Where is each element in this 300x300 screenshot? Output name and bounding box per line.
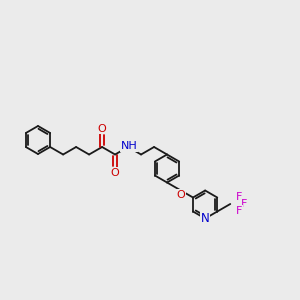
Text: O: O bbox=[177, 190, 185, 200]
Text: O: O bbox=[111, 168, 119, 178]
Text: N: N bbox=[201, 212, 209, 225]
Text: F: F bbox=[241, 199, 248, 209]
Text: NH: NH bbox=[121, 141, 137, 151]
Text: F: F bbox=[236, 192, 242, 202]
Text: F: F bbox=[236, 206, 242, 216]
Text: O: O bbox=[98, 124, 106, 134]
